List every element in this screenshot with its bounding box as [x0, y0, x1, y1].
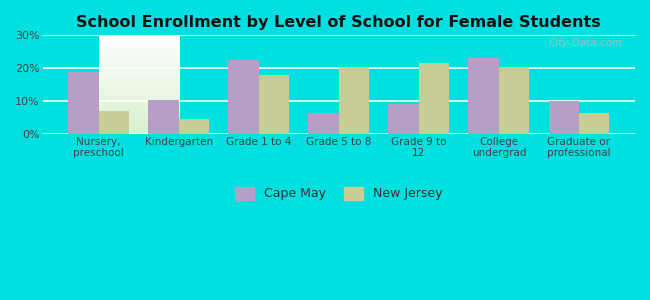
Bar: [308, 113, 339, 134]
Bar: [339, 67, 369, 134]
Text: City-Data.com: City-Data.com: [549, 38, 623, 48]
Bar: [179, 119, 209, 134]
Bar: [469, 58, 499, 134]
Title: School Enrollment by Level of School for Female Students: School Enrollment by Level of School for…: [77, 15, 601, 30]
Bar: [259, 75, 289, 134]
Legend: Cape May, New Jersey: Cape May, New Jersey: [230, 182, 448, 206]
Bar: [148, 100, 179, 134]
Bar: [99, 111, 129, 134]
Bar: [228, 60, 259, 134]
Bar: [579, 113, 610, 134]
Bar: [419, 63, 449, 134]
Bar: [549, 101, 579, 134]
Bar: [499, 67, 529, 134]
Bar: [389, 104, 419, 134]
Bar: [68, 71, 99, 134]
